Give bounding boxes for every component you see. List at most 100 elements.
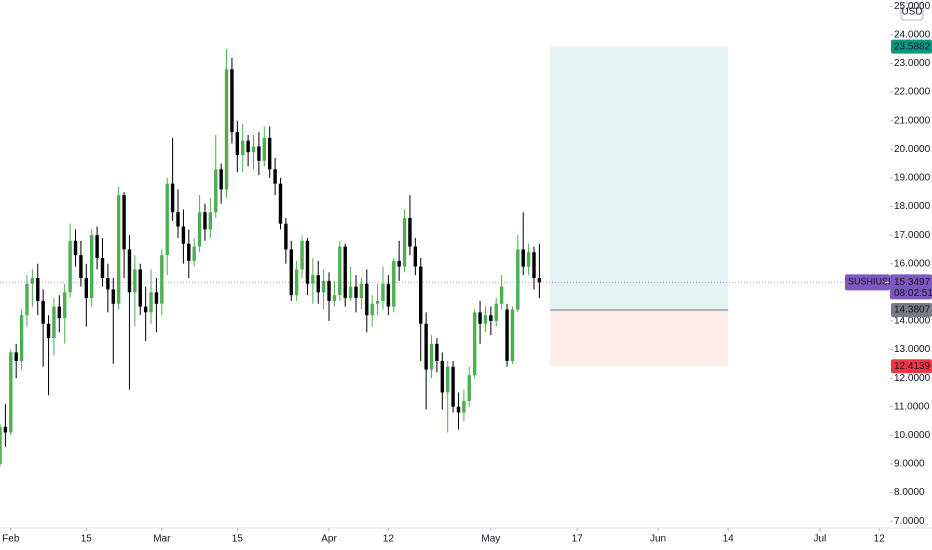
target-zone xyxy=(550,46,729,311)
candle-body xyxy=(63,292,67,319)
countdown-label: 08:02:51 xyxy=(894,288,932,299)
x-tick-label: 14 xyxy=(723,534,735,545)
candle-body xyxy=(262,137,267,161)
entry-label: 14.3807 xyxy=(894,305,931,316)
candle-body xyxy=(214,169,218,213)
candle-body xyxy=(284,223,288,250)
candle-body xyxy=(370,303,374,316)
candle-body xyxy=(106,278,110,290)
candle-body xyxy=(478,312,482,324)
candle-body xyxy=(230,69,234,133)
x-tick-label: 12 xyxy=(874,534,886,545)
candle-body xyxy=(68,240,72,293)
y-tick-label: 18.0000 xyxy=(894,201,931,212)
candle-body xyxy=(365,283,369,316)
y-tick-label: 11.0000 xyxy=(894,401,930,412)
candle-body xyxy=(327,280,331,301)
candle-body xyxy=(413,246,418,267)
y-tick-label: 16.0000 xyxy=(894,258,931,269)
candle-body xyxy=(116,195,121,304)
candle-body xyxy=(483,315,488,324)
candle-body xyxy=(451,366,455,407)
candle-body xyxy=(462,401,466,413)
target-label: 23.5882 xyxy=(894,41,931,52)
candle-body xyxy=(170,183,175,213)
candle-body xyxy=(154,292,159,304)
candle-body xyxy=(489,315,493,321)
candle-body xyxy=(294,269,299,296)
last-price-label: 15.3497 xyxy=(894,277,931,288)
y-tick-label: 9.0000 xyxy=(894,459,925,470)
candle-body xyxy=(343,246,347,299)
y-tick-label: 17.0000 xyxy=(894,230,931,241)
candle-body xyxy=(354,286,358,299)
candle-body xyxy=(321,280,326,293)
y-tick-label: 13.0000 xyxy=(894,344,931,355)
candle-body xyxy=(14,352,18,361)
candle-body xyxy=(338,246,342,296)
candle-body xyxy=(41,300,45,324)
candle-body xyxy=(311,275,315,284)
candle-body xyxy=(532,252,536,279)
x-tick-label: May xyxy=(481,534,500,545)
y-tick-label: 14.0000 xyxy=(894,316,931,327)
candle-body xyxy=(467,375,471,402)
y-tick-label: 24.0000 xyxy=(894,30,931,41)
x-tick-label: 15 xyxy=(232,534,244,545)
candle-body xyxy=(165,183,169,256)
candle-body xyxy=(73,240,78,256)
candle-body xyxy=(138,269,142,307)
y-tick-label: 22.0000 xyxy=(894,87,931,98)
target-tag xyxy=(891,39,932,54)
candle-body xyxy=(278,183,283,224)
candle-body xyxy=(375,300,380,304)
candle-body xyxy=(57,306,62,319)
candle-body xyxy=(160,255,164,304)
candle-body xyxy=(392,260,396,307)
candle-body xyxy=(181,226,186,244)
candle-body xyxy=(305,240,310,284)
candle-body xyxy=(203,212,207,230)
x-tick-label: 17 xyxy=(572,534,584,545)
candle-body xyxy=(316,275,320,293)
x-tick-label: Mar xyxy=(153,534,171,545)
candle-body xyxy=(456,406,461,413)
currency-box[interactable] xyxy=(900,2,924,21)
symbol-label: SUSHIUSD xyxy=(848,277,895,287)
y-tick-label: 19.0000 xyxy=(894,173,931,184)
candle-body xyxy=(251,146,256,153)
symbol-tag xyxy=(845,274,890,291)
y-tick-label: 8.0000 xyxy=(894,487,925,498)
candle-body xyxy=(176,212,180,227)
candle-body xyxy=(267,137,272,170)
x-tick-label: Apr xyxy=(321,534,337,545)
candle-body xyxy=(192,246,196,261)
candle-body xyxy=(257,146,261,161)
candle-body xyxy=(521,249,525,267)
candle-body xyxy=(246,140,250,153)
candle-body xyxy=(187,243,191,261)
candle-body xyxy=(386,283,391,307)
stop-zone xyxy=(550,310,729,367)
candle-body xyxy=(472,312,477,376)
candle-body xyxy=(208,212,213,230)
candle-body xyxy=(499,286,504,304)
candle-body xyxy=(224,69,229,190)
candle-body xyxy=(95,235,99,258)
stop-label: 12.4139 xyxy=(894,361,931,372)
candle-body xyxy=(348,286,353,299)
candle-body xyxy=(235,132,240,156)
candle-body xyxy=(300,240,304,270)
candle-body xyxy=(289,249,293,296)
candle-body xyxy=(111,289,115,304)
y-tick-label: 7.0000 xyxy=(894,516,925,527)
x-tick-label: 15 xyxy=(81,534,93,545)
candle-body xyxy=(46,323,51,339)
candle-body xyxy=(429,343,434,370)
candle-body xyxy=(419,266,423,324)
candle-body xyxy=(122,195,126,250)
candle-body xyxy=(516,249,520,310)
x-tick-label: Feb xyxy=(2,534,20,545)
candle-body xyxy=(494,303,498,321)
